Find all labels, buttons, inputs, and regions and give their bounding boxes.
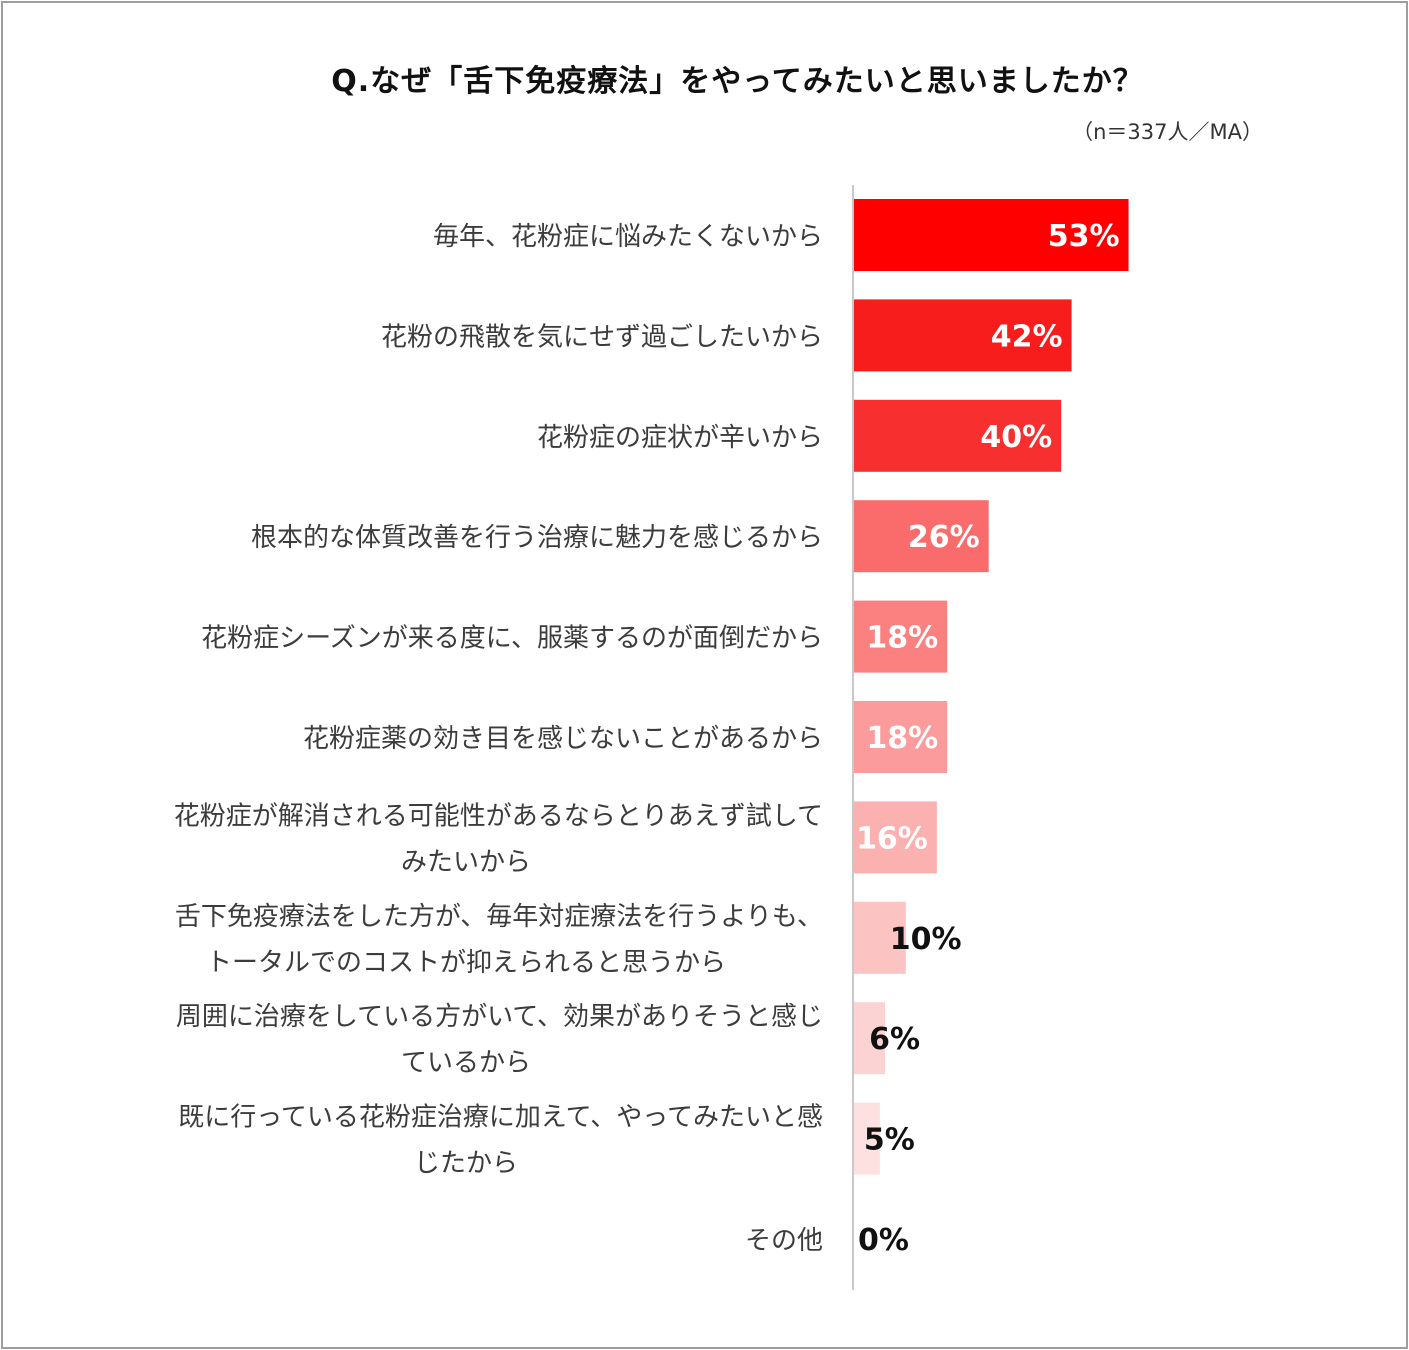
bar-2	[854, 299, 1072, 372]
category-label-8-line-2: トータルでのコストが抑えられると思うから	[206, 948, 726, 978]
value-label-11: 0%	[858, 1223, 909, 1258]
bar-7	[854, 801, 937, 874]
category-label-10-line-2: じたから	[414, 1149, 518, 1179]
category-labels: 毎年、花粉症に悩みたくないから花粉の飛散を気にせず過ごしたいから花粉症の症状が辛…	[174, 222, 823, 1256]
bar-9	[854, 1002, 886, 1075]
category-label-11: その他	[745, 1226, 823, 1256]
value-label-2: 42%	[991, 319, 1063, 354]
value-label-4: 26%	[908, 520, 980, 555]
category-label-9-line-2: ているから	[401, 1048, 531, 1078]
category-label-7-line-2: みたいから	[401, 847, 531, 877]
chart-title: Q.なぜ「舌下免疫療法」をやってみたいと思いましたか？	[331, 64, 1144, 99]
bar-3	[854, 399, 1062, 472]
value-label-7: 16%	[856, 821, 928, 856]
value-label-1: 53%	[1048, 219, 1120, 254]
bar-4	[854, 500, 989, 573]
bars	[854, 199, 1129, 1175]
value-label-10: 5%	[864, 1123, 915, 1158]
bar-10	[854, 1102, 880, 1175]
value-label-3: 40%	[980, 420, 1052, 455]
bar-6	[854, 701, 948, 773]
category-label-3: 花粉症の症状が辛いから	[537, 423, 823, 453]
category-label-6: 花粉症薬の効き目を感じないことがあるから	[303, 724, 823, 754]
category-label-1: 毎年、花粉症に悩みたくないから	[433, 222, 823, 252]
category-label-4: 根本的な体質改善を行う治療に魅力を感じるから	[251, 523, 823, 553]
category-label-8-line-1: 舌下免疫療法をした方が、毎年対症療法を行うよりも、	[175, 902, 823, 932]
value-label-5: 18%	[866, 621, 938, 656]
value-label-9: 6%	[869, 1022, 920, 1057]
bar-5	[854, 600, 948, 673]
category-label-5: 花粉症シーズンが来る度に、服薬するのが面倒だから	[201, 624, 823, 654]
bar-1	[854, 199, 1129, 271]
value-labels: 53% 42% 40% 26% 18% 18% 16% 10% 6% 5% 0%	[856, 219, 1119, 1258]
value-label-6: 18%	[866, 721, 938, 756]
value-label-8: 10%	[890, 922, 962, 957]
category-label-7-line-1: 花粉症が解消される可能性があるならとりあえず試して	[174, 801, 823, 831]
sample-note: （n＝337人／MA）	[1072, 120, 1263, 144]
category-label-9-line-1: 周囲に治療をしている方がいて、効果がありそうと感じ	[176, 1002, 823, 1032]
category-label-2: 花粉の飛散を気にせず過ごしたいから	[381, 322, 823, 352]
category-label-10-line-1: 既に行っている花粉症治療に加えて、やってみたいと感	[178, 1103, 823, 1133]
bar-8	[854, 901, 906, 974]
